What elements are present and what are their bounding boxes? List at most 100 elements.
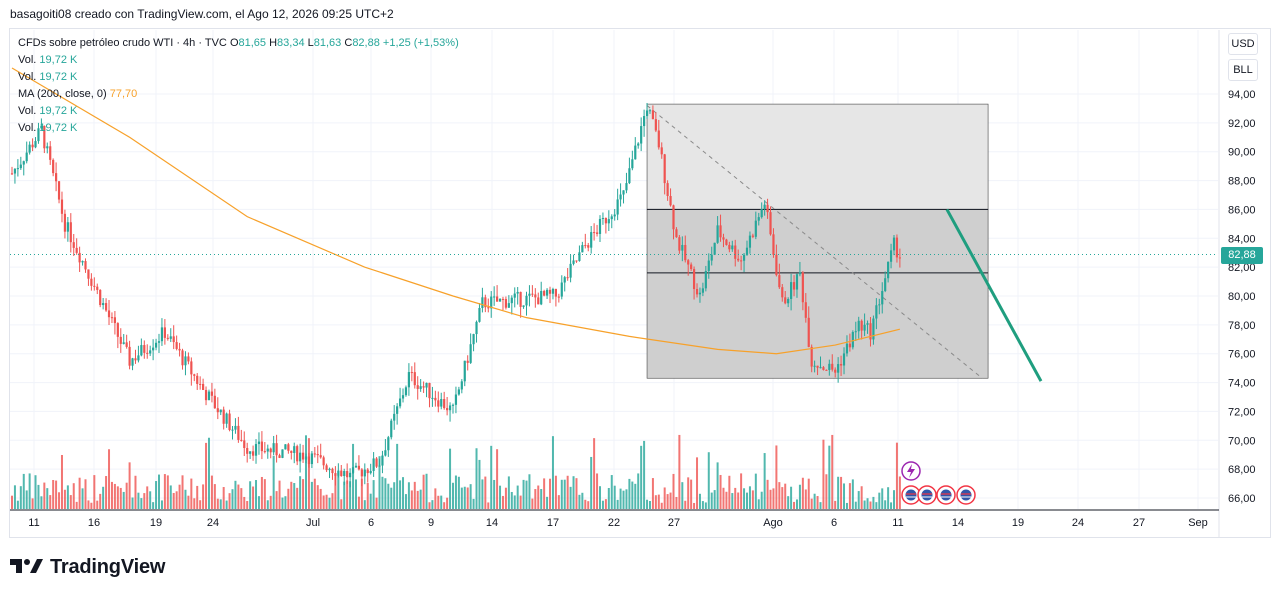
x-tick-label: Jul <box>306 517 320 529</box>
volume-bar <box>831 434 834 509</box>
candle-body <box>496 296 499 302</box>
unit-button[interactable]: BLL <box>1228 59 1258 81</box>
volume-bar <box>731 493 734 509</box>
volume-bar <box>510 491 513 509</box>
volume-bar <box>463 486 466 509</box>
legend-volume-label: Vol. <box>18 122 37 134</box>
volume-bar <box>775 445 778 509</box>
legend-volume-row: Vol. 19,72 K <box>18 52 459 69</box>
projection-line <box>945 208 1043 382</box>
tradingview-logo[interactable]: TradingView <box>10 553 165 581</box>
volume-bar <box>681 482 684 509</box>
candle-body <box>134 358 137 361</box>
candle-body <box>575 260 578 262</box>
candle-body <box>660 147 663 155</box>
volume-bar <box>748 486 751 509</box>
candle-body <box>269 448 272 453</box>
volume-bar <box>216 498 219 509</box>
volume-bar <box>249 481 252 509</box>
legend-volume-row: Vol. 19,72 K <box>18 103 459 120</box>
volume-bar <box>434 488 437 509</box>
candle-body <box>631 159 634 169</box>
candle-body <box>584 245 587 247</box>
volume-bar <box>501 495 504 509</box>
candle-body <box>839 364 843 366</box>
volume-bar <box>898 476 901 509</box>
candle-body <box>72 242 75 248</box>
candle-body <box>475 321 478 335</box>
volume-bar <box>143 493 146 509</box>
candle-body <box>701 288 704 293</box>
candle-body <box>566 277 569 279</box>
candle-body <box>698 292 702 295</box>
tradingview-logo-icon <box>10 559 43 573</box>
volume-bar <box>431 500 434 509</box>
volume-bar <box>155 481 158 509</box>
candle-body <box>213 395 216 409</box>
x-tick-label: 24 <box>207 517 219 529</box>
volume-bar <box>878 492 881 509</box>
candle-body <box>828 363 831 370</box>
candle-body <box>93 285 96 287</box>
volume-bar <box>493 479 496 509</box>
candle-body <box>237 425 240 440</box>
candle-body <box>119 336 122 344</box>
x-tick-label: Sep <box>1188 517 1208 529</box>
volume-bar <box>534 489 537 509</box>
volume-bar <box>63 489 66 509</box>
candle-body <box>557 296 560 298</box>
candle-body <box>46 146 49 149</box>
candle-body <box>663 154 666 184</box>
candle-body <box>787 298 790 304</box>
legend-volume-label: Vol. <box>18 105 37 117</box>
candle-body <box>457 389 460 395</box>
volume-bar <box>848 483 851 509</box>
y-tick-label: 80,00 <box>1228 291 1256 303</box>
volume-bar <box>246 500 249 509</box>
legend-change: +1,25 (+1,53%) <box>382 37 459 49</box>
volume-bar <box>343 481 346 509</box>
candle-body <box>52 159 55 174</box>
candle-body <box>410 372 413 374</box>
candle-body <box>669 196 672 206</box>
candle-body <box>443 399 446 409</box>
candle-body <box>742 254 746 261</box>
last-price-tag: 82,88 <box>1221 247 1263 264</box>
volume-bar <box>475 448 478 509</box>
volume-bar <box>46 488 49 509</box>
currency-button[interactable]: USD <box>1228 33 1258 55</box>
volume-bar <box>684 500 687 509</box>
ma-200-line <box>11 67 901 355</box>
diagonal-trendline <box>646 105 983 379</box>
candle-body <box>819 367 822 369</box>
candle-body <box>463 360 466 382</box>
x-tick-label: 16 <box>88 517 100 529</box>
volume-bar <box>87 500 90 509</box>
brand-name: TradingView <box>50 555 166 578</box>
volume-bar <box>181 475 184 509</box>
x-tick-label: 6 <box>831 517 837 529</box>
volume-bar <box>419 489 422 509</box>
candle-body <box>610 216 613 220</box>
candle-body <box>78 252 81 263</box>
legend-high-label: H <box>269 37 278 49</box>
candle-body <box>434 397 437 401</box>
x-tick-label: 11 <box>892 517 903 529</box>
legend-volume-value: 19,72 K <box>39 54 78 66</box>
volume-bar <box>487 502 490 509</box>
volume-bar <box>569 486 572 509</box>
volume-bar <box>640 445 643 509</box>
legend-close-label: C <box>344 37 353 49</box>
volume-bar <box>366 482 369 509</box>
candle-body <box>551 288 555 294</box>
volume-bar <box>108 449 111 509</box>
candle-body <box>784 297 787 304</box>
volume-bar <box>305 435 307 509</box>
candle-body <box>407 372 410 388</box>
candle-body <box>254 444 258 456</box>
volume-bar <box>490 445 493 509</box>
chart-frame[interactable] <box>9 28 1271 538</box>
candle-body <box>884 278 887 292</box>
volume-bar <box>693 502 696 509</box>
